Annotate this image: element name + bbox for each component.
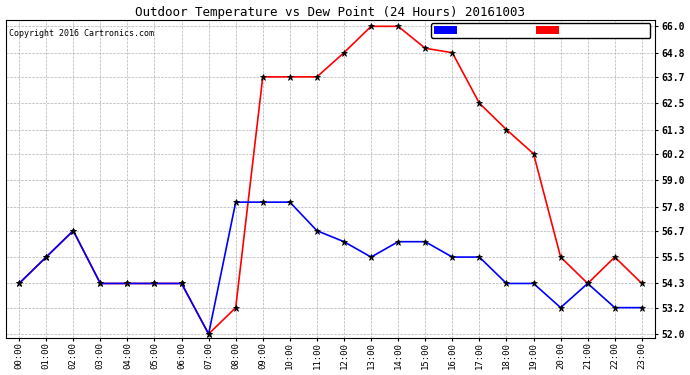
Text: Copyright 2016 Cartronics.com: Copyright 2016 Cartronics.com — [9, 29, 154, 38]
Legend: Dew Point (°F), Temperature (°F): Dew Point (°F), Temperature (°F) — [431, 23, 651, 38]
Title: Outdoor Temperature vs Dew Point (24 Hours) 20161003: Outdoor Temperature vs Dew Point (24 Hou… — [135, 6, 526, 18]
